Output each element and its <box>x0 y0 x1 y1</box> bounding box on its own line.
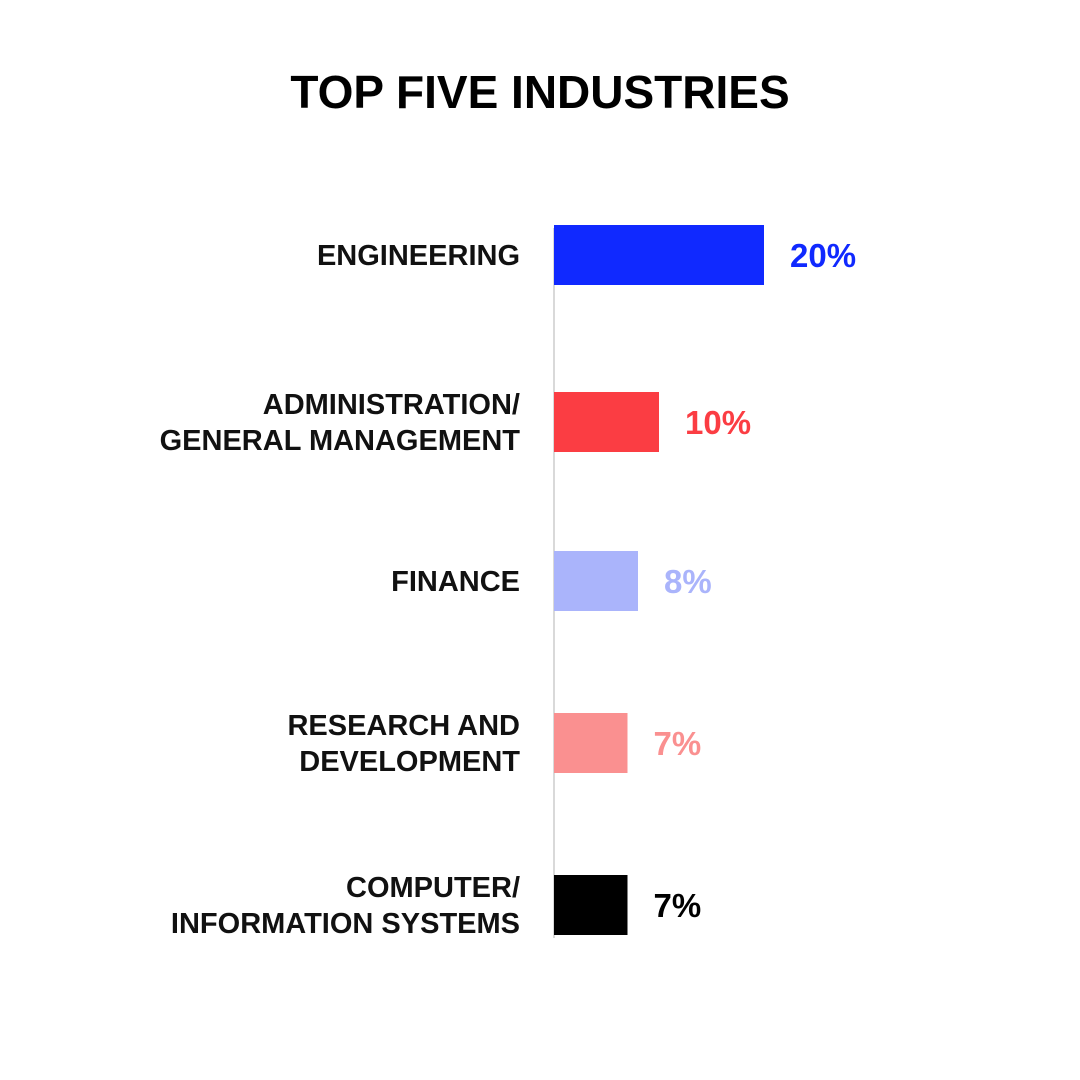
category-label-5-line-2: INFORMATION SYSTEMS <box>171 908 520 940</box>
category-label-2-line-2: GENERAL MANAGEMENT <box>160 425 521 457</box>
category-label-5-line-1: COMPUTER/ <box>346 872 520 904</box>
bar-3 <box>554 551 638 611</box>
category-label-4-line-2: DEVELOPMENT <box>299 746 520 778</box>
value-label-4: 7% <box>654 725 702 762</box>
bar-4 <box>554 713 628 773</box>
value-label-1: 20% <box>790 237 856 274</box>
bar-1 <box>554 225 764 285</box>
chart-title: TOP FIVE INDUSTRIES <box>290 66 789 118</box>
value-label-2: 10% <box>685 404 751 441</box>
bar-5 <box>554 875 628 935</box>
bars-group: 20% ENGINEERING 10% ADMINISTRATION/GENERAL … <box>160 225 856 940</box>
category-label-4-line-1: RESEARCH AND <box>287 710 520 742</box>
category-label-3-line-1: FINANCE <box>391 566 520 598</box>
bar-2 <box>554 392 659 452</box>
value-label-3: 8% <box>664 563 712 600</box>
category-label-1-line-1: ENGINEERING <box>317 240 520 272</box>
category-label-2-line-1: ADMINISTRATION/ <box>263 389 520 421</box>
value-label-5: 7% <box>654 887 702 924</box>
